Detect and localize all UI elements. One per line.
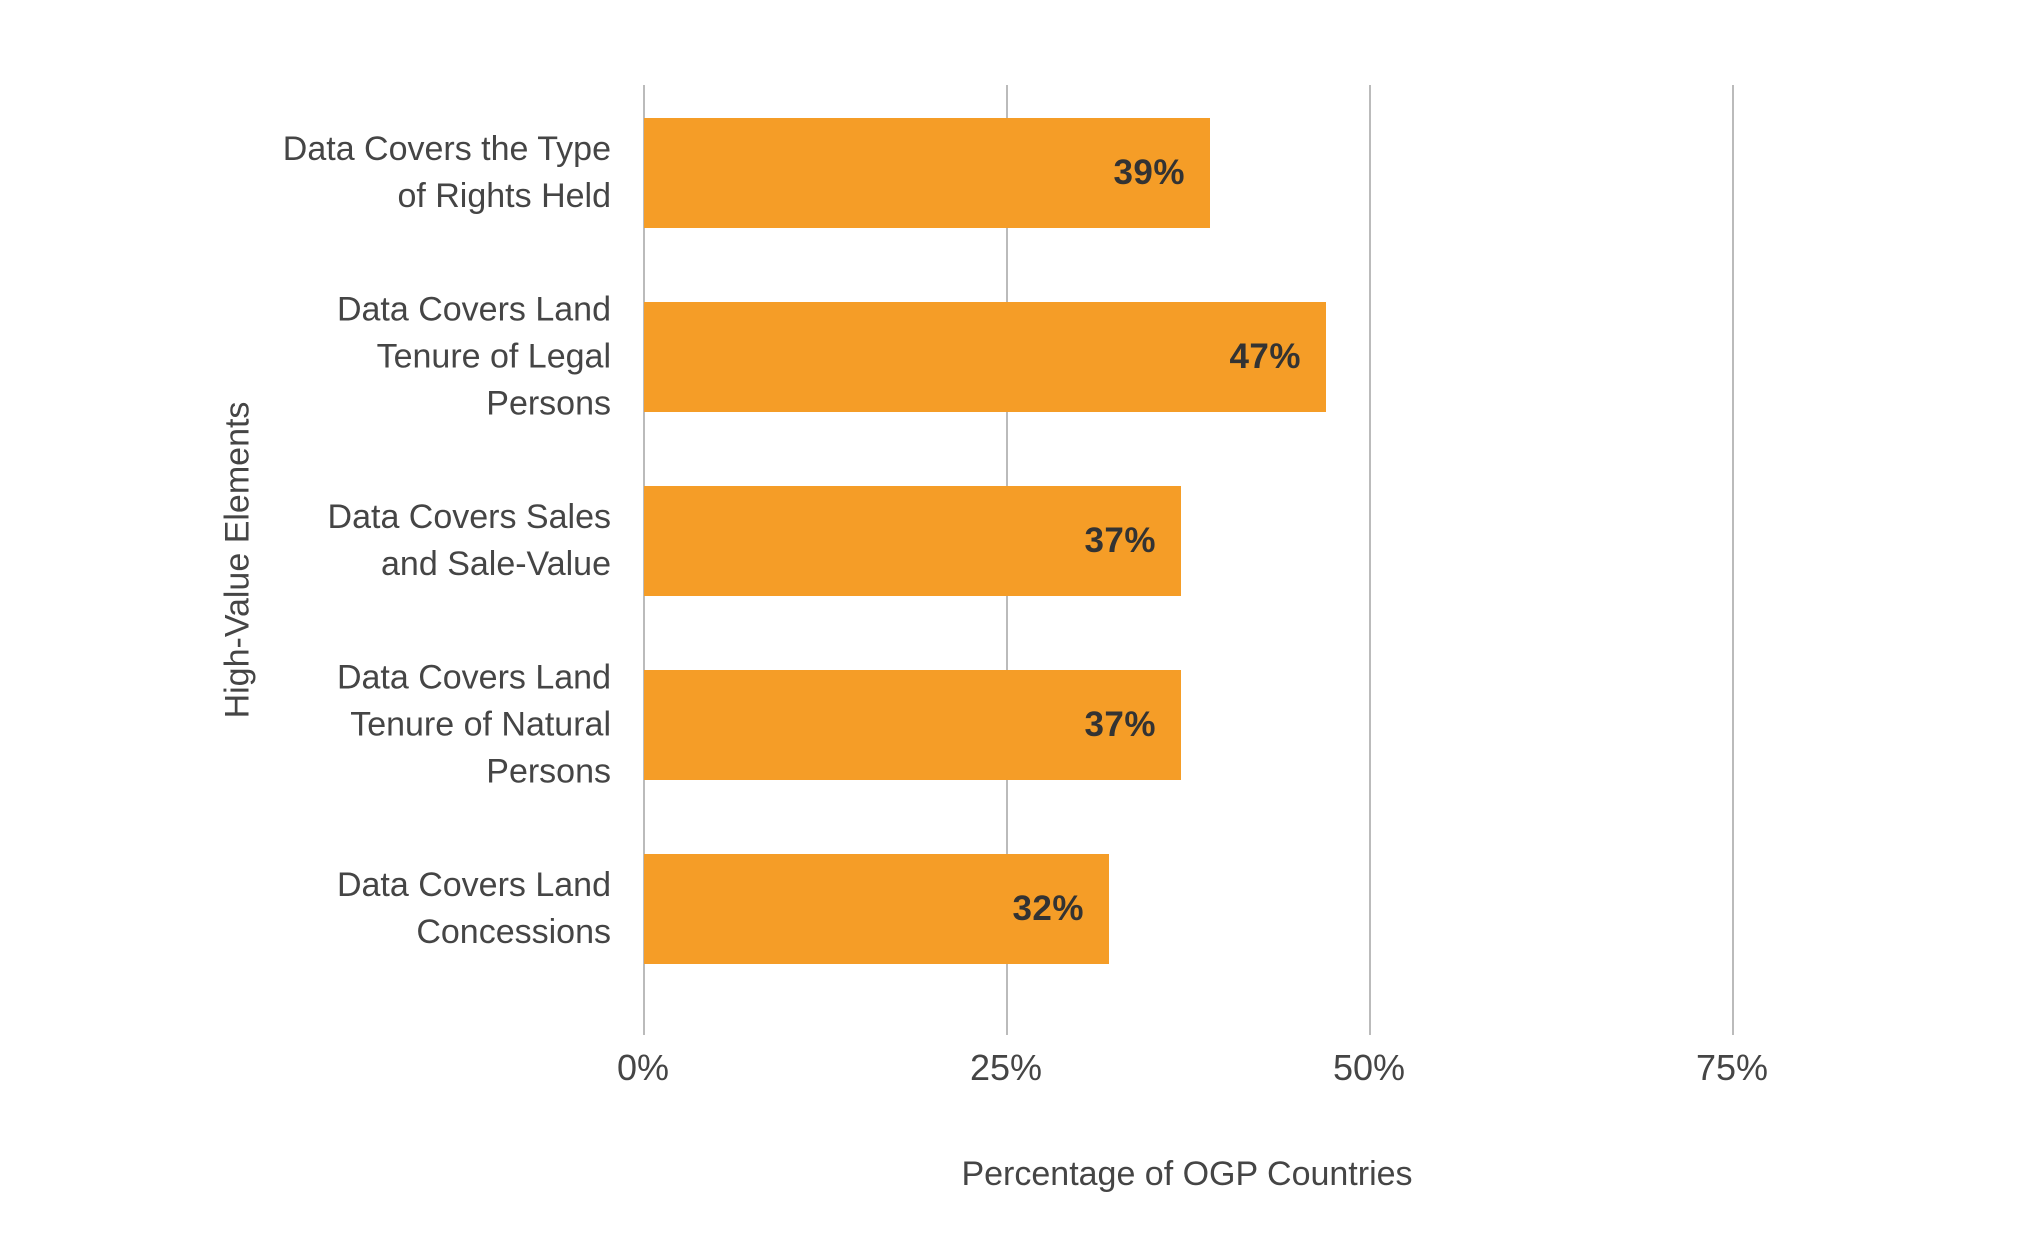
y-axis-title: High-Value Elements — [218, 401, 257, 719]
category-label: Data Covers Land Concessions — [336, 866, 611, 951]
bar: 32% — [644, 854, 1109, 964]
gridline-50% — [1369, 85, 1371, 1035]
bar: 47% — [644, 302, 1326, 412]
x-tick-label: 75% — [1695, 1047, 1769, 1088]
bar: 39% — [644, 118, 1210, 228]
category-label: Data Covers Sales and Sale-Value — [327, 498, 611, 583]
plot-area: 39% 47% 37% 37% 32% — [643, 85, 1933, 1035]
bar: 37% — [644, 670, 1181, 780]
x-tick-label: 25% — [969, 1047, 1043, 1088]
bar-value-label: 39% — [1113, 153, 1185, 192]
category-label: Data Covers the Type of Rights Held — [282, 130, 611, 215]
bar-value-label: 37% — [1084, 521, 1156, 560]
gridline-75% — [1732, 85, 1734, 1035]
category-label: Data Covers Land Tenure of Legal Persons — [336, 290, 611, 423]
bar: 37% — [644, 486, 1181, 596]
x-axis-title: Percentage of OGP Countries — [961, 1155, 1413, 1193]
bar-value-label: 37% — [1084, 705, 1156, 744]
bar-value-label: 32% — [1012, 889, 1084, 928]
x-tick-label: 50% — [1332, 1047, 1406, 1088]
bar-value-label: 47% — [1229, 337, 1301, 376]
x-tick-label: 0% — [616, 1047, 670, 1088]
category-label: Data Covers Land Tenure of Natural Perso… — [336, 658, 611, 791]
